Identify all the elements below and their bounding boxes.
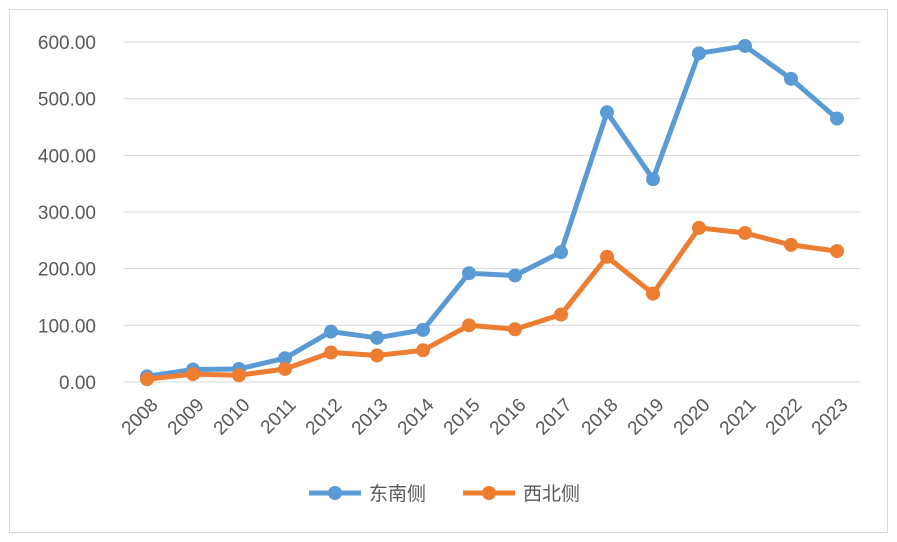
data-point: [324, 324, 338, 339]
x-axis: 2008 2009 2010 2011 2012 2013 2014 2015 2016 2017…: [118, 394, 853, 439]
y-tick-label: 500.00: [38, 90, 96, 111]
data-point: [278, 361, 292, 376]
x-tick-label: 2018: [578, 395, 623, 440]
y-tick-label: 100.00: [38, 316, 96, 337]
x-tick-label: 2023: [808, 395, 853, 440]
data-point: [646, 172, 660, 187]
data-point: [232, 368, 246, 383]
x-tick-label: 2021: [716, 395, 761, 440]
data-point: [508, 268, 522, 283]
legend-marker: [328, 486, 342, 500]
x-tick-label: 2022: [762, 395, 807, 440]
x-tick-label: 2009: [164, 395, 209, 440]
data-point: [600, 105, 614, 120]
data-point: [370, 348, 384, 363]
x-tick-label: 2020: [670, 395, 715, 440]
data-point: [416, 343, 430, 358]
data-point: [554, 245, 568, 260]
y-tick-label: 300.00: [38, 203, 96, 224]
y-tick-label: 600.00: [38, 33, 96, 54]
data-point: [784, 237, 798, 252]
data-point: [738, 38, 752, 53]
data-point: [784, 71, 798, 86]
x-tick-label: 2011: [257, 395, 301, 439]
data-point: [554, 307, 568, 322]
x-tick-label: 2010: [210, 395, 255, 440]
y-axis: 0.00 100.00 200.00 300.00 400.00 500.00 600.00: [38, 33, 96, 394]
data-point: [600, 249, 614, 264]
data-point: [830, 111, 844, 126]
data-point: [830, 244, 844, 259]
data-point: [416, 322, 430, 337]
data-point: [186, 367, 200, 382]
y-tick-label: 400.00: [38, 146, 96, 167]
data-point: [508, 322, 522, 337]
data-point: [692, 46, 706, 61]
y-tick-label: 200.00: [38, 260, 96, 281]
legend-label: 西北侧: [523, 483, 580, 505]
gridlines: [124, 41, 860, 383]
data-point: [462, 318, 476, 333]
x-tick-label: 2013: [348, 395, 393, 440]
data-point: [738, 225, 752, 240]
series-lines: [140, 38, 844, 387]
data-point: [278, 351, 292, 366]
x-tick-label: 2014: [394, 394, 439, 439]
legend: 东南侧 西北侧: [309, 483, 580, 505]
x-tick-label: 2016: [486, 395, 531, 440]
data-point: [692, 220, 706, 235]
data-point: [140, 372, 154, 387]
x-tick-label: 2019: [624, 395, 669, 440]
chart-frame: [9, 9, 888, 533]
y-tick-label: 0.00: [59, 373, 96, 394]
x-tick-label: 2008: [118, 395, 163, 440]
legend-label: 东南侧: [369, 483, 426, 505]
x-tick-label: 2017: [532, 395, 577, 440]
x-tick-label: 2012: [302, 395, 347, 440]
data-point: [324, 345, 338, 360]
data-point: [462, 266, 476, 281]
series-line-1: [144, 225, 840, 382]
x-tick-label: 2015: [440, 395, 485, 440]
data-point: [646, 286, 660, 301]
series-line-0: [144, 43, 840, 379]
data-point: [370, 330, 384, 345]
legend-marker: [482, 486, 496, 500]
